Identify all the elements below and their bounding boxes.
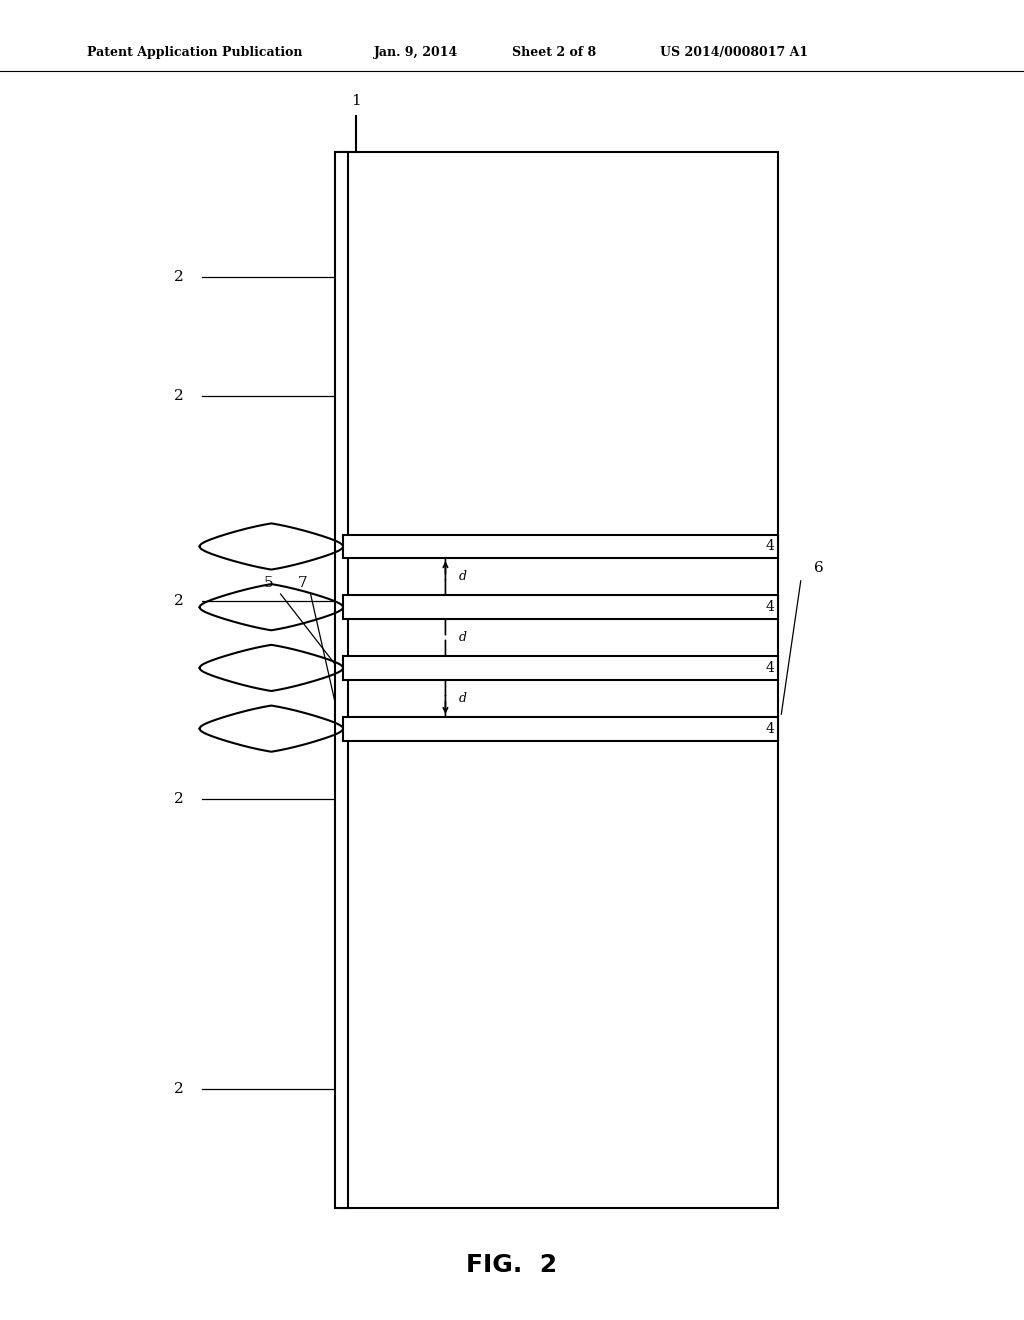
Text: 2: 2 <box>174 594 184 607</box>
Text: 6: 6 <box>814 561 824 574</box>
Bar <box>343 717 778 741</box>
Text: 2: 2 <box>174 271 184 284</box>
Text: Jan. 9, 2014: Jan. 9, 2014 <box>374 46 458 59</box>
Bar <box>335 152 348 1208</box>
Text: Sheet 2 of 8: Sheet 2 of 8 <box>512 46 596 59</box>
Text: 4: 4 <box>765 722 774 735</box>
Bar <box>343 535 778 558</box>
Text: d: d <box>459 692 467 705</box>
Text: d: d <box>459 570 467 583</box>
Bar <box>343 595 778 619</box>
Text: FIG.  2: FIG. 2 <box>467 1253 557 1276</box>
Text: 4: 4 <box>765 540 774 553</box>
Text: Patent Application Publication: Patent Application Publication <box>87 46 302 59</box>
Text: US 2014/0008017 A1: US 2014/0008017 A1 <box>660 46 809 59</box>
Text: 4: 4 <box>765 661 774 675</box>
Text: 2: 2 <box>174 792 184 805</box>
Text: 2: 2 <box>174 389 184 403</box>
Text: 7: 7 <box>297 577 307 590</box>
Bar <box>343 152 778 1208</box>
Text: 4: 4 <box>765 601 774 614</box>
Text: 5: 5 <box>263 577 273 590</box>
Text: d: d <box>459 631 467 644</box>
Text: 1: 1 <box>351 94 361 108</box>
Bar <box>343 656 778 680</box>
Text: 2: 2 <box>174 1082 184 1096</box>
